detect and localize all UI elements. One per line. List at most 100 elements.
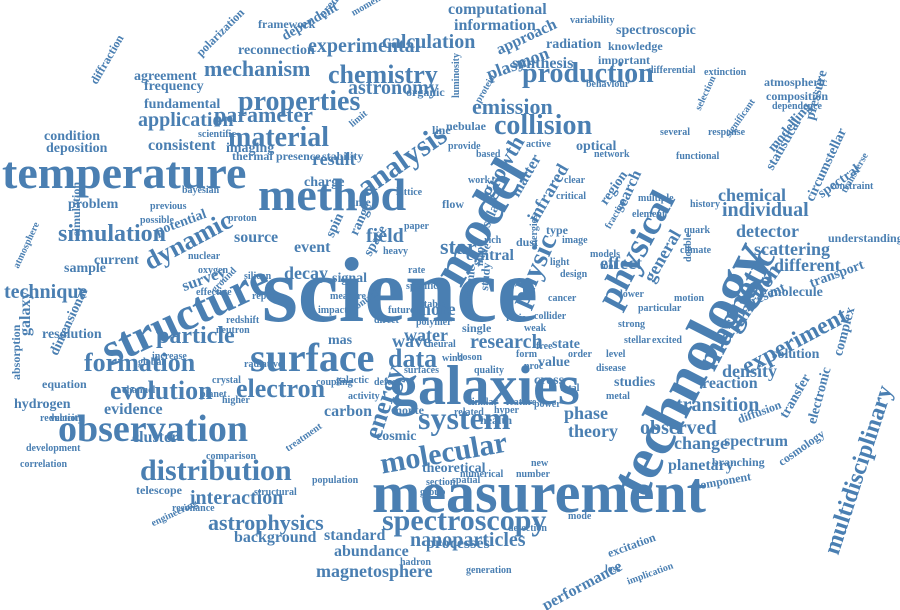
cloud-word: models bbox=[590, 249, 620, 260]
cloud-word: neutron bbox=[216, 325, 250, 336]
cloud-word: redshift bbox=[226, 315, 260, 326]
cloud-word: constraint bbox=[830, 181, 874, 192]
cloud-word: stability bbox=[322, 149, 364, 163]
cloud-word: network bbox=[594, 149, 630, 160]
cloud-word: agreement bbox=[134, 69, 197, 84]
cloud-word: channel bbox=[122, 385, 156, 396]
cloud-word: defect bbox=[374, 377, 400, 388]
cloud-word: collision bbox=[494, 110, 593, 141]
cloud-word: stellar bbox=[624, 335, 651, 346]
cloud-word: report bbox=[252, 291, 280, 302]
cloud-word: system bbox=[418, 400, 511, 436]
cloud-word: mechanism bbox=[204, 56, 311, 81]
cloud-word: single bbox=[462, 321, 492, 335]
cloud-word: hadron bbox=[400, 557, 431, 568]
cloud-word: specific bbox=[406, 281, 438, 292]
cloud-word: selection bbox=[693, 74, 719, 113]
cloud-word: branching bbox=[712, 455, 765, 469]
cloud-word: excited bbox=[652, 335, 682, 346]
cloud-word: science bbox=[262, 239, 538, 341]
cloud-word: synthesis bbox=[512, 55, 574, 72]
cloud-word: frequency bbox=[144, 79, 204, 94]
cloud-word: reaction bbox=[702, 375, 758, 392]
cloud-word: astronomy bbox=[348, 77, 439, 99]
cloud-word: imaging bbox=[226, 141, 275, 156]
cloud-word: wind bbox=[442, 353, 464, 364]
cloud-word: spectrum bbox=[724, 433, 788, 450]
cloud-word: framework bbox=[258, 17, 316, 31]
cloud-word: planet bbox=[200, 389, 227, 400]
cloud-word: hydrogen bbox=[14, 397, 71, 412]
cloud-word: galaxies bbox=[390, 355, 580, 417]
cloud-word: multidisciplinary bbox=[819, 382, 899, 558]
cloud-word: wave bbox=[392, 331, 431, 351]
cloud-word: total bbox=[560, 383, 580, 394]
cloud-word: functional bbox=[676, 151, 720, 162]
cloud-word: galactic bbox=[336, 375, 369, 386]
cloud-word: feature bbox=[506, 397, 537, 408]
cloud-word: extinction bbox=[704, 67, 747, 78]
cloud-word: sample bbox=[64, 261, 106, 276]
cloud-word: method bbox=[258, 169, 407, 220]
cloud-word: previous bbox=[150, 201, 187, 212]
cloud-word: different bbox=[774, 255, 841, 275]
cloud-word: data bbox=[388, 344, 438, 373]
cloud-word: weak bbox=[524, 323, 547, 334]
cloud-word: source bbox=[234, 229, 279, 246]
cloud-word: optical bbox=[576, 139, 617, 154]
cloud-word: critical bbox=[556, 191, 586, 202]
cloud-word: loss bbox=[605, 564, 621, 575]
cloud-word: transition bbox=[676, 394, 760, 416]
cloud-word: formation bbox=[84, 348, 196, 377]
cloud-word: direct bbox=[374, 315, 399, 326]
cloud-word: development bbox=[26, 443, 81, 454]
cloud-word: neural bbox=[428, 339, 456, 350]
cloud-word: based bbox=[476, 149, 501, 160]
cloud-word: heavy bbox=[383, 246, 408, 257]
cloud-word: provide bbox=[448, 141, 481, 152]
cloud-word: mas bbox=[328, 333, 353, 348]
cloud-word: measurement bbox=[372, 460, 706, 525]
cloud-word: form bbox=[516, 349, 538, 360]
cloud-word: important bbox=[598, 53, 650, 67]
cloud-word: effect bbox=[600, 253, 642, 273]
cloud-word: silicon bbox=[244, 271, 272, 282]
cloud-word: atmosphere bbox=[11, 220, 43, 271]
cloud-word: spatial bbox=[452, 475, 481, 486]
cloud-word: global bbox=[138, 357, 165, 368]
cloud-word: quality bbox=[474, 365, 505, 376]
cloud-word: field bbox=[366, 225, 404, 247]
cloud-word: diffraction bbox=[87, 32, 127, 87]
cloud-word: scientific bbox=[198, 129, 236, 140]
cloud-word: observed bbox=[640, 417, 717, 439]
cloud-word: organic bbox=[406, 85, 445, 99]
cloud-word: value bbox=[538, 355, 570, 370]
cloud-word: polymer bbox=[416, 317, 452, 328]
cloud-word: multiple bbox=[638, 193, 674, 204]
cloud-word: evidence bbox=[104, 401, 163, 418]
cloud-word: resonance bbox=[172, 503, 215, 514]
cloud-word: chemical bbox=[718, 185, 786, 205]
cloud-word: decay bbox=[284, 263, 328, 283]
cloud-word: mode bbox=[568, 511, 592, 522]
cloud-word: nuclear bbox=[188, 251, 221, 262]
cloud-word: time bbox=[348, 195, 371, 209]
cloud-word: differential bbox=[648, 65, 696, 76]
cloud-word: equation bbox=[42, 377, 87, 391]
cloud-word: reconnection bbox=[238, 43, 315, 58]
cloud-word: astrophysics bbox=[208, 510, 324, 535]
cloud-word: oxygen bbox=[198, 265, 228, 276]
cloud-word: phase bbox=[564, 403, 609, 423]
cloud-word: proton bbox=[228, 213, 257, 224]
cloud-word: properties bbox=[238, 86, 361, 117]
cloud-word: star bbox=[440, 234, 477, 259]
cloud-word: planetary bbox=[668, 457, 734, 474]
cloud-word: spectroscopic bbox=[616, 23, 696, 38]
cloud-word: increase bbox=[152, 351, 187, 362]
cloud-word: ratio bbox=[506, 313, 527, 324]
cloud-word: consistent bbox=[148, 137, 216, 154]
cloud-word: cluster bbox=[132, 429, 179, 446]
cloud-word: energies bbox=[529, 215, 540, 250]
cloud-word: nebulae bbox=[446, 119, 487, 133]
cloud-word: information bbox=[454, 17, 536, 34]
